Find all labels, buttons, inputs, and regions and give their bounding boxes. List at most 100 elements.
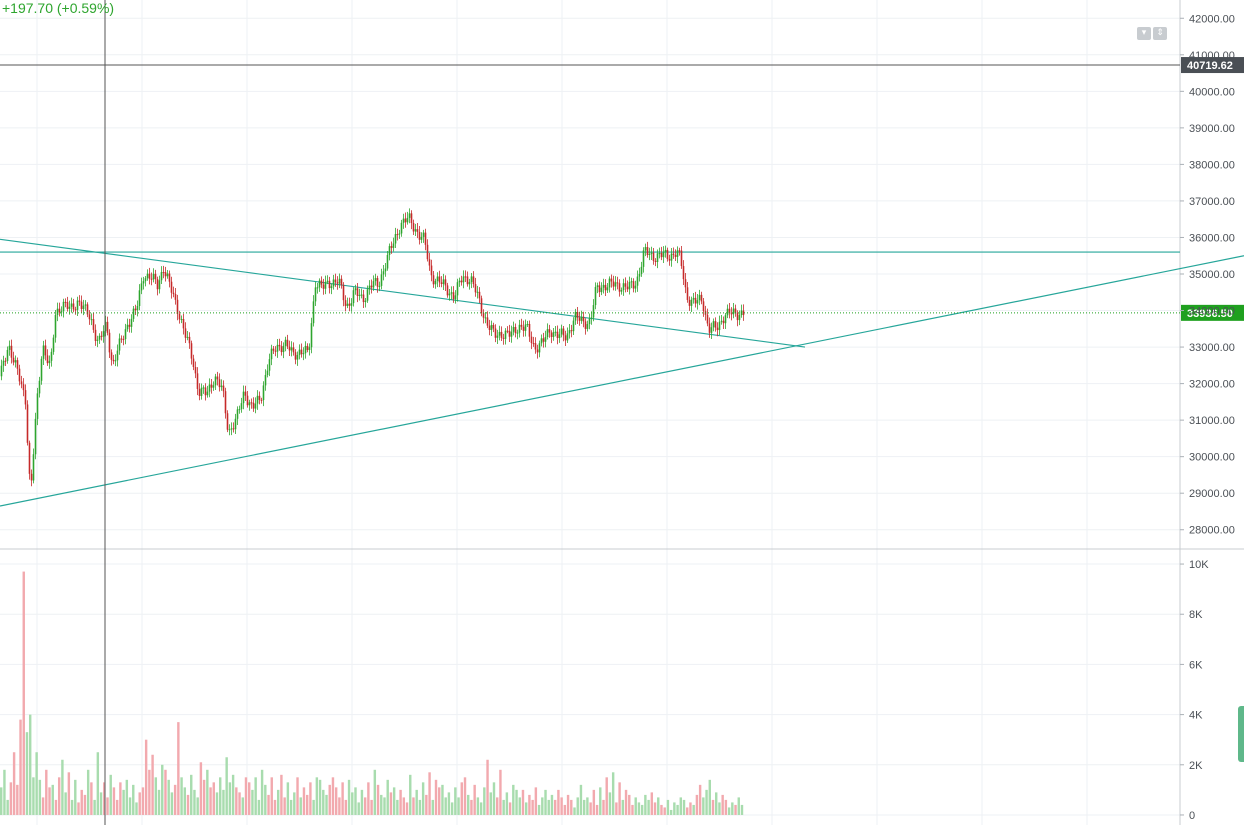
candle-body bbox=[330, 286, 333, 289]
volume-bar bbox=[370, 799, 373, 815]
candle-body bbox=[396, 234, 399, 236]
volume-bar bbox=[170, 792, 174, 815]
candle-body bbox=[150, 278, 153, 280]
candle-body bbox=[528, 323, 531, 337]
volume-bar bbox=[673, 802, 676, 815]
candle-body bbox=[628, 281, 631, 290]
candle-body bbox=[176, 299, 179, 314]
volume-bar bbox=[705, 789, 708, 815]
volume-bar bbox=[657, 797, 660, 815]
volume-bar bbox=[463, 777, 467, 815]
price-tick-label: 31000.00 bbox=[1189, 415, 1235, 427]
volume-bar bbox=[392, 787, 396, 815]
volume-bar bbox=[441, 784, 444, 815]
candle-body bbox=[194, 366, 197, 374]
candle-body bbox=[386, 254, 389, 269]
candle-body bbox=[394, 234, 397, 244]
candle-body bbox=[514, 326, 517, 334]
candle-body bbox=[702, 301, 705, 312]
candle-body bbox=[398, 233, 401, 235]
volume-bar bbox=[734, 804, 737, 815]
candle-body bbox=[440, 282, 443, 285]
volume-bar bbox=[615, 802, 618, 815]
candle-body bbox=[650, 252, 653, 254]
candle-body bbox=[460, 280, 463, 283]
candle-body bbox=[544, 336, 547, 342]
candle-body bbox=[690, 299, 693, 306]
candle-body bbox=[164, 272, 167, 277]
candle-body bbox=[380, 274, 383, 286]
candle-body bbox=[526, 323, 529, 325]
candle-body bbox=[610, 278, 613, 282]
candle-body bbox=[308, 347, 311, 351]
volume-bar bbox=[45, 769, 48, 815]
candle-body bbox=[94, 329, 97, 341]
scale-button[interactable]: ⇕ bbox=[1153, 27, 1167, 40]
candle-body bbox=[302, 353, 305, 355]
volume-bar bbox=[363, 797, 367, 815]
candle-body bbox=[250, 402, 253, 404]
volume-bar bbox=[215, 792, 219, 815]
candle-body bbox=[666, 249, 669, 259]
candle-body bbox=[712, 321, 715, 328]
volume-bar bbox=[312, 799, 315, 815]
collapse-button[interactable]: ▾ bbox=[1137, 27, 1151, 40]
candle-body bbox=[300, 349, 303, 355]
candle-body bbox=[142, 281, 145, 284]
candle-body bbox=[148, 273, 151, 279]
candle-body bbox=[452, 292, 455, 300]
volume-axis[interactable]: 0 2K 4K 6K 8K 10K bbox=[1180, 559, 1209, 822]
candle-body bbox=[466, 276, 469, 285]
candle-body bbox=[242, 391, 245, 404]
candle-body bbox=[422, 232, 425, 237]
volume-bar bbox=[302, 787, 306, 815]
candle-body bbox=[84, 304, 87, 306]
candle-body bbox=[626, 286, 629, 290]
candle-body bbox=[156, 279, 159, 290]
candle-body bbox=[334, 279, 337, 283]
volume-bar bbox=[708, 779, 711, 815]
candle-body bbox=[216, 376, 219, 380]
candle-body bbox=[172, 292, 175, 295]
volume-bar bbox=[711, 799, 715, 815]
price-tick-label: 32000.00 bbox=[1189, 379, 1235, 391]
trendlines[interactable] bbox=[0, 238, 1244, 507]
candle-body bbox=[730, 313, 733, 315]
volume-bar bbox=[61, 759, 64, 815]
volume-bar bbox=[344, 799, 348, 815]
candle-body bbox=[718, 321, 721, 331]
volume-bar bbox=[428, 772, 431, 815]
candle-body bbox=[404, 218, 407, 223]
candle-body bbox=[286, 339, 289, 347]
candle-body bbox=[596, 285, 599, 287]
price-axis[interactable]: 28000.00 29000.00 30000.00 31000.00 32000.00… bbox=[1180, 13, 1235, 537]
scroll-handle[interactable] bbox=[1238, 706, 1244, 762]
volume-bar bbox=[531, 799, 534, 815]
volume-tick-label: 0 bbox=[1189, 810, 1195, 822]
volume-bar bbox=[702, 797, 705, 815]
candle-body bbox=[184, 328, 187, 338]
candle-body bbox=[342, 285, 345, 301]
volume-bar bbox=[467, 794, 470, 815]
volume-bar bbox=[231, 774, 235, 815]
volume-bar bbox=[99, 792, 103, 815]
candle-body bbox=[4, 360, 7, 362]
volume-bar bbox=[141, 787, 145, 815]
volume-bar bbox=[695, 794, 699, 815]
candle-body bbox=[0, 365, 3, 377]
candle-body bbox=[76, 300, 79, 310]
candle-body bbox=[446, 285, 449, 296]
candle-body bbox=[558, 334, 561, 339]
candle-body bbox=[202, 387, 205, 389]
volume-bar bbox=[28, 714, 32, 815]
candle-body bbox=[692, 297, 695, 300]
volume-bar bbox=[54, 799, 58, 815]
candle-body bbox=[600, 287, 603, 293]
candle-body bbox=[706, 314, 709, 324]
candle-body bbox=[442, 279, 445, 285]
candle-body bbox=[524, 324, 527, 331]
volume-bar bbox=[328, 784, 331, 815]
candle-body bbox=[14, 360, 17, 363]
